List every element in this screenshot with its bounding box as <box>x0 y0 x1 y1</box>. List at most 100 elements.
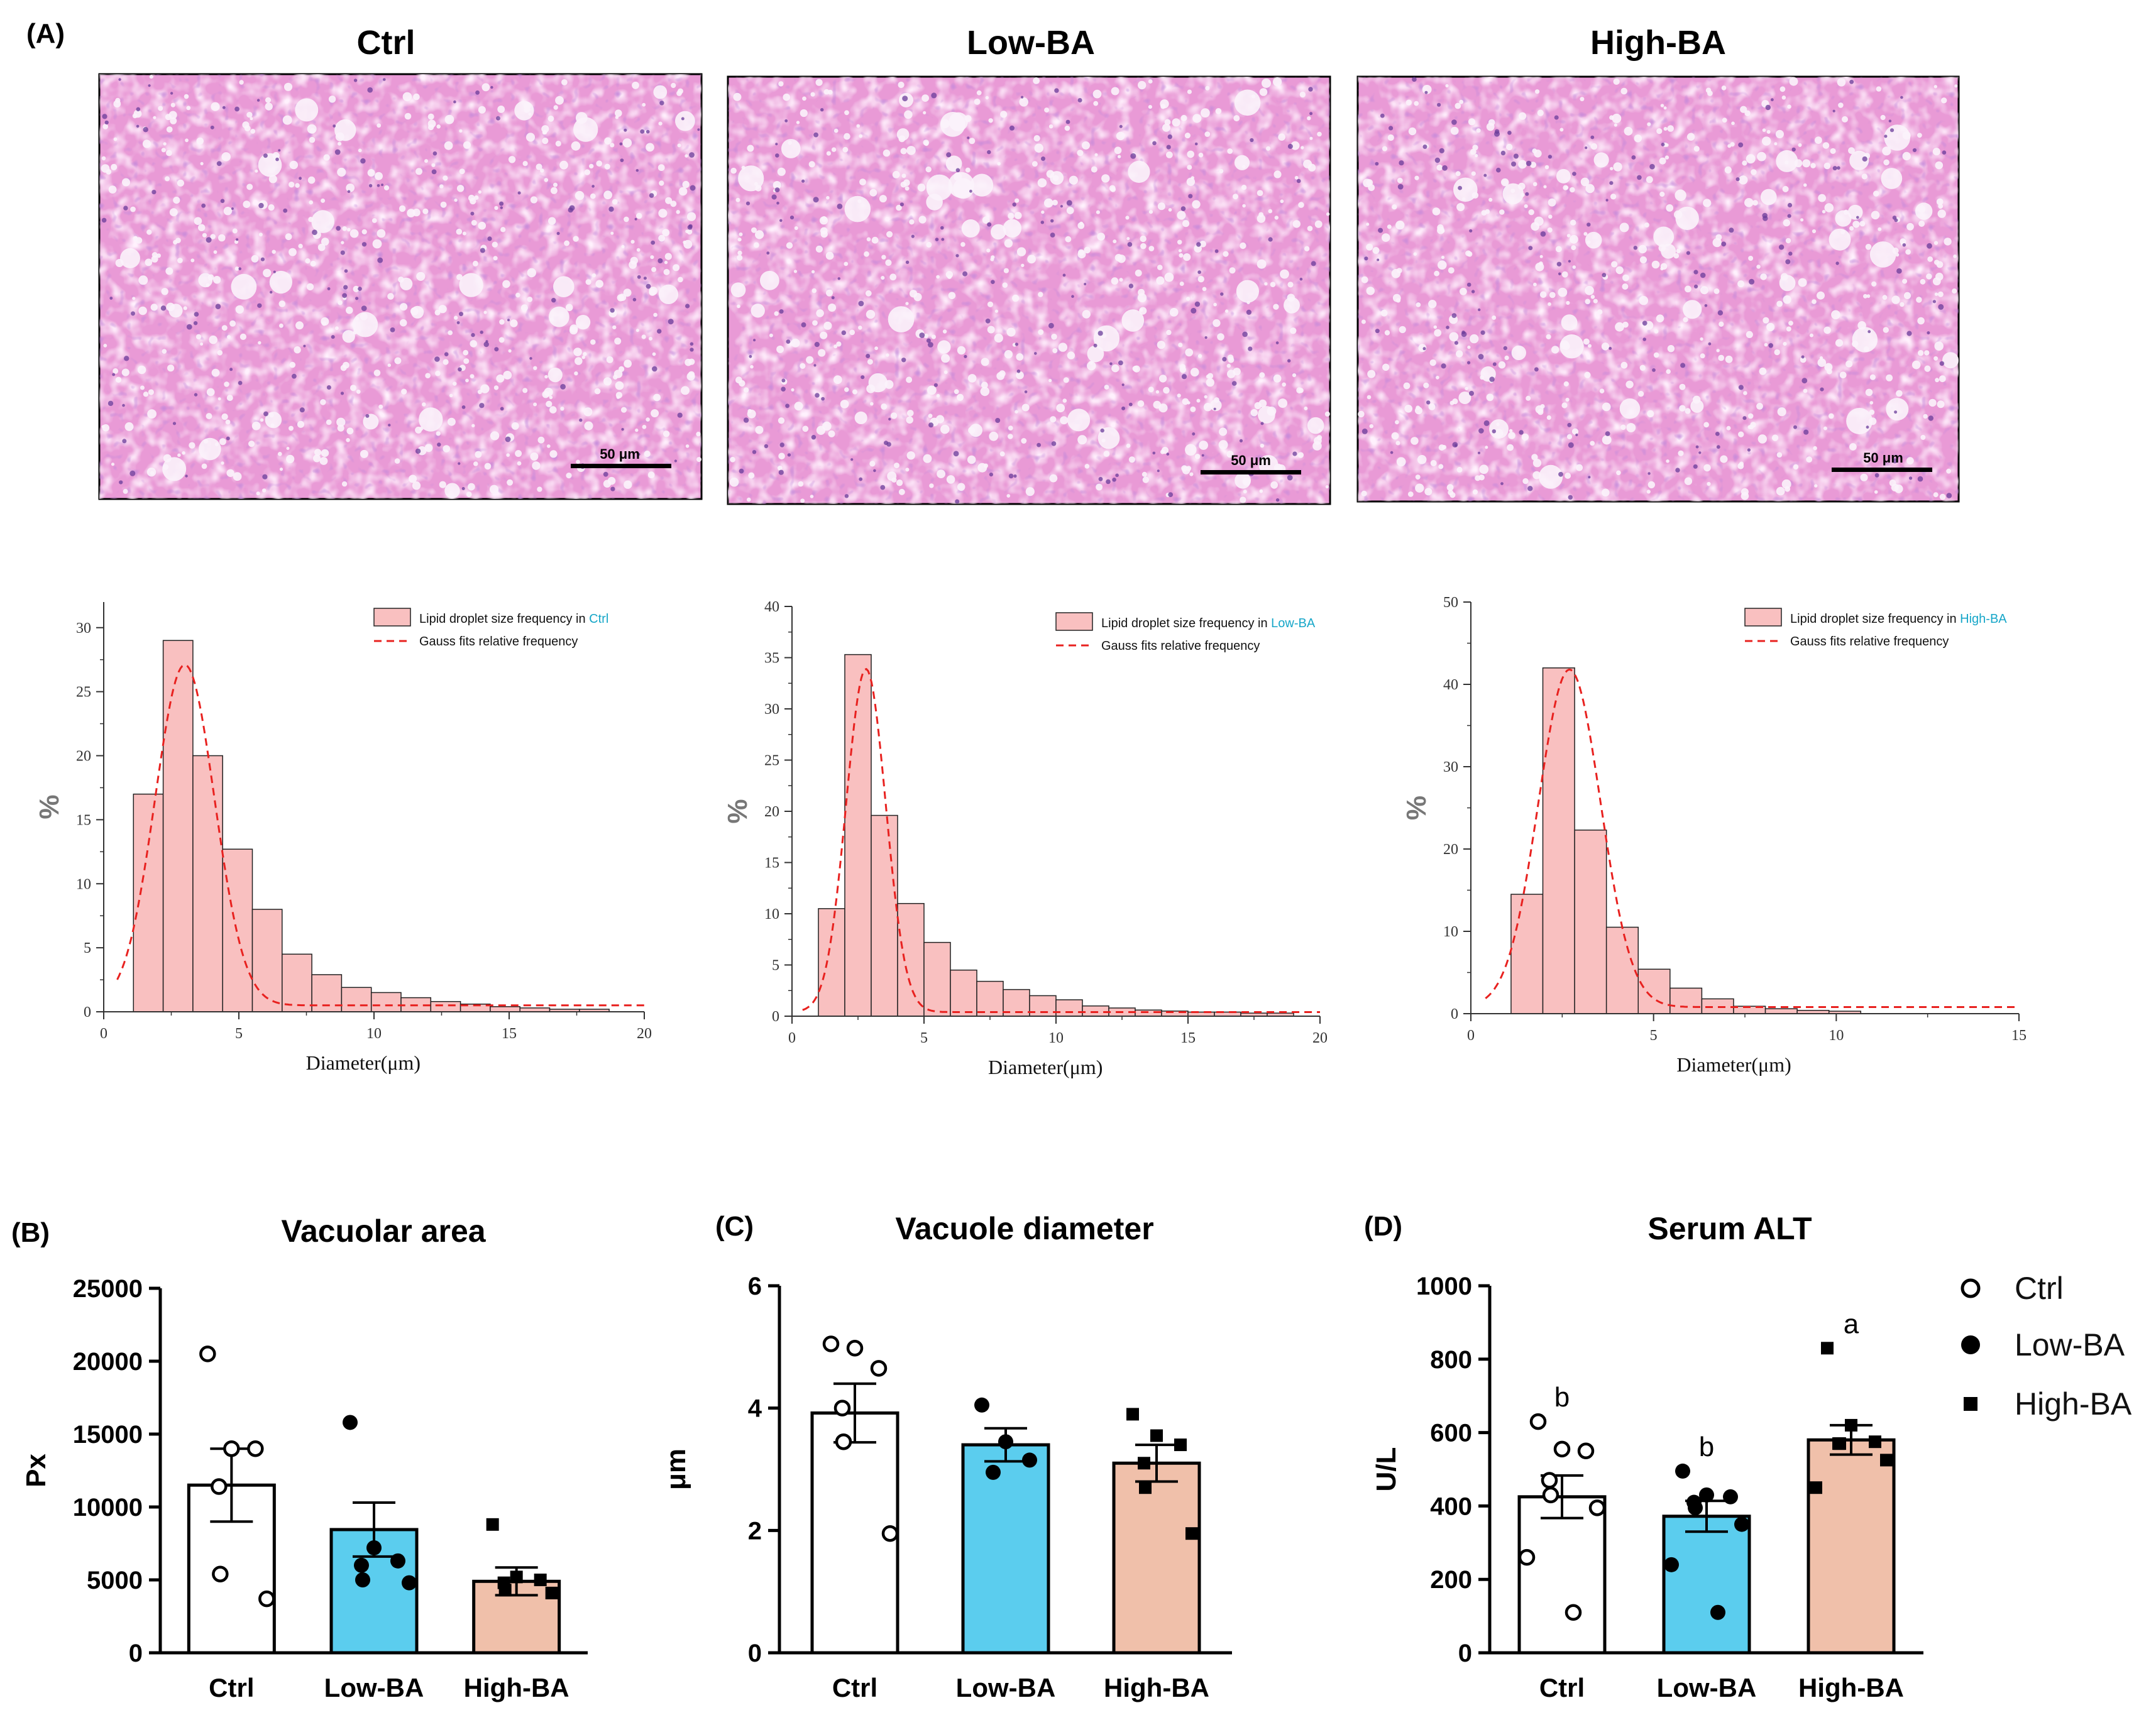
y-tick-label: 0 <box>748 1640 762 1667</box>
significance-letter: b <box>1699 1432 1714 1462</box>
data-point <box>223 1440 240 1457</box>
x-tick-label: Ctrl <box>209 1673 254 1702</box>
data-point <box>247 1440 264 1457</box>
data-point <box>211 1478 228 1495</box>
histogram-bar <box>192 755 223 1012</box>
legend-prefix: Lipid droplet size frequency in <box>419 612 589 626</box>
data-point <box>1541 1472 1558 1489</box>
data-point <box>1880 1454 1893 1467</box>
histogram-bar <box>1764 1008 1798 1014</box>
histogram-bar <box>1510 894 1544 1014</box>
x-tick-label: High-BA <box>1798 1673 1904 1702</box>
histogram-bar <box>251 909 283 1012</box>
data-point <box>343 1415 358 1430</box>
y-tick-label: 10000 <box>73 1494 143 1521</box>
histogram-bar <box>282 953 312 1012</box>
x-tick-label: 15 <box>2011 1027 2027 1044</box>
histogram-bar <box>897 902 925 1017</box>
x-axis-label: Diameter(μm) <box>988 1056 1103 1078</box>
histogram-bar <box>950 969 977 1017</box>
histogram-bar <box>844 654 872 1017</box>
x-tick-label: 0 <box>788 1030 796 1046</box>
y-tick-label: 10 <box>76 876 91 892</box>
data-point <box>833 1400 851 1416</box>
data-point <box>986 1464 1001 1480</box>
y-tick-label: 200 <box>1430 1566 1472 1594</box>
legend-swatch-histogram <box>373 608 411 627</box>
data-point <box>390 1553 405 1569</box>
legend-label-gauss: Gauss fits relative frequency <box>1101 639 1260 653</box>
bar-low-ba <box>961 1443 1050 1655</box>
y-axis-label: μm <box>661 1449 691 1490</box>
y-tick-label: 2 <box>748 1517 762 1545</box>
histogram-bar <box>1637 968 1671 1014</box>
bar-high-ba <box>1807 1438 1896 1655</box>
y-tick-label: 20 <box>1443 841 1458 858</box>
y-tick-label: 20 <box>76 748 91 765</box>
data-point <box>486 1518 499 1531</box>
data-point <box>1845 1418 1857 1432</box>
panel-label-c: (C) <box>715 1211 754 1242</box>
significance-letter: b <box>1554 1382 1570 1413</box>
data-point <box>1734 1516 1749 1532</box>
histology-title-ctrl: Ctrl <box>357 24 415 62</box>
x-tick-label: 15 <box>1180 1030 1196 1046</box>
y-axis-label: % <box>1401 796 1432 820</box>
x-tick-label: 10 <box>366 1026 382 1042</box>
legend-label-histogram: Lipid droplet size frequency in High-BA <box>1790 612 2007 626</box>
chart-title: Serum ALT <box>1647 1211 1812 1246</box>
data-point <box>199 1345 216 1362</box>
histology-image-low-ba: Low-BA 50 μm <box>727 24 1331 505</box>
scale-bar <box>1832 468 1932 472</box>
histogram-bar <box>1574 830 1607 1014</box>
x-axis-label: Diameter(μm) <box>306 1051 421 1074</box>
y-tick-label: 0 <box>84 1004 91 1021</box>
legend-label-histogram: Lipid droplet size frequency in Ctrl <box>419 612 608 626</box>
histogram-high-ba: 0 10 20 30 40 50 0 5 10 15 Diameter(μm)% Lipid drop… <box>1401 594 2027 1076</box>
data-point <box>366 1540 382 1555</box>
y-axis-label: % <box>722 799 753 823</box>
y-tick-label: 5000 <box>87 1567 143 1594</box>
y-tick-label: 40 <box>764 599 779 615</box>
histogram-bar <box>923 941 951 1017</box>
data-point <box>870 1360 888 1377</box>
histogram-bar <box>1605 926 1639 1014</box>
data-point <box>498 1584 512 1597</box>
data-point <box>212 1565 229 1582</box>
histology-title-low-ba: Low-BA <box>967 24 1095 62</box>
y-tick-label: 0 <box>1451 1006 1458 1022</box>
y-tick-label: 0 <box>772 1009 779 1025</box>
data-point <box>1126 1408 1139 1421</box>
histogram-bar <box>162 640 194 1012</box>
histogram-bar <box>871 814 898 1017</box>
legend-label: Ctrl <box>2015 1271 2064 1306</box>
x-tick-label: 0 <box>100 1026 107 1042</box>
data-point <box>846 1340 864 1357</box>
y-tick-label: 1000 <box>1416 1273 1472 1300</box>
data-point <box>1139 1481 1152 1494</box>
x-tick-label: 20 <box>637 1026 652 1042</box>
y-axis-label: U/L <box>1371 1447 1402 1492</box>
histogram-bar <box>1082 1005 1109 1017</box>
y-tick-label: 35 <box>764 650 779 667</box>
histogram-low-ba: 0 5 10 15 20 25 30 35 40 0 5 10 15 20 Diameter(μm)% Lip… <box>722 599 1328 1078</box>
legend-swatch-histogram <box>1744 608 1782 627</box>
panel-label-d: (D) <box>1364 1211 1402 1242</box>
x-tick-label: 10 <box>1829 1027 1844 1044</box>
scale-bar-label: 50 μm <box>1231 452 1271 468</box>
y-tick-label: 50 <box>1443 594 1458 611</box>
legend-label: High-BA <box>2015 1386 2132 1422</box>
chart-title: Vacuolar area <box>281 1214 486 1249</box>
y-tick-label: 30 <box>76 620 91 637</box>
data-point <box>355 1572 370 1587</box>
panel-label-a: (A) <box>26 18 65 49</box>
data-point <box>1869 1435 1881 1449</box>
y-tick-label: 20 <box>764 804 779 820</box>
data-point <box>1699 1487 1714 1503</box>
histology-image-ctrl: Ctrl 50 μm <box>98 24 703 500</box>
data-point <box>1542 1486 1559 1504</box>
legend-swatch-histogram <box>1055 612 1093 631</box>
chart-title: Vacuole diameter <box>895 1211 1153 1246</box>
group-legend: Ctrl Low-BA High-BA <box>1961 1271 2132 1422</box>
